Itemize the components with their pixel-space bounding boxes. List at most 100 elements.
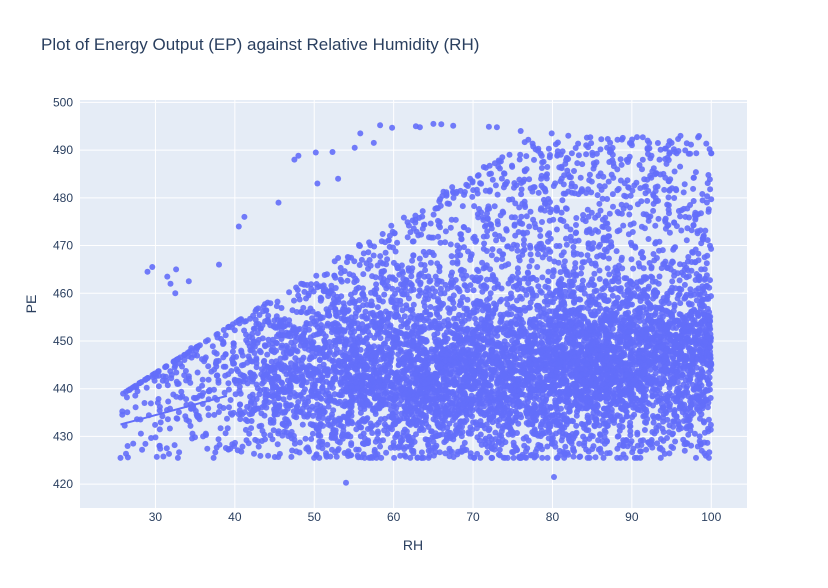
data-point	[346, 271, 353, 278]
data-point	[410, 323, 417, 330]
data-point	[358, 256, 365, 263]
data-point	[578, 270, 584, 277]
data-point	[246, 333, 253, 340]
data-point	[356, 262, 363, 268]
data-point	[596, 200, 603, 207]
data-point	[483, 276, 490, 283]
data-point	[584, 454, 591, 461]
data-point	[692, 169, 699, 176]
data-point	[447, 241, 454, 248]
data-point	[152, 421, 159, 428]
data-point	[638, 198, 645, 205]
data-point	[265, 312, 272, 319]
data-point	[205, 363, 212, 370]
data-point	[267, 300, 274, 307]
data-point	[227, 397, 234, 403]
data-point	[220, 354, 227, 361]
data-point	[386, 243, 393, 250]
data-point	[645, 236, 652, 242]
data-point	[539, 219, 545, 225]
data-point	[696, 277, 703, 284]
data-point	[698, 210, 704, 217]
data-point	[647, 366, 654, 373]
data-point	[260, 358, 267, 365]
data-point	[558, 165, 565, 172]
data-point	[346, 409, 353, 416]
data-point	[435, 233, 442, 240]
data-point	[614, 208, 621, 215]
data-point	[642, 190, 649, 197]
data-point	[640, 265, 647, 272]
data-point	[615, 185, 622, 192]
data-point	[324, 398, 331, 405]
data-point	[648, 152, 655, 159]
data-point	[293, 309, 300, 315]
data-point	[205, 376, 212, 383]
data-point	[437, 239, 444, 246]
data-point	[538, 152, 545, 159]
data-point	[546, 154, 553, 161]
data-point	[367, 242, 374, 249]
data-point	[367, 302, 374, 309]
data-point	[671, 195, 678, 201]
data-point	[296, 439, 303, 446]
data-point	[305, 292, 312, 299]
data-point	[617, 156, 624, 163]
data-point	[535, 283, 542, 290]
data-point	[445, 305, 452, 312]
data-point	[535, 251, 541, 258]
data-point	[316, 357, 323, 364]
data-point	[464, 305, 470, 312]
data-point	[644, 146, 651, 153]
data-point	[585, 282, 592, 288]
data-point	[511, 180, 518, 187]
data-point	[302, 399, 309, 406]
data-point	[687, 412, 694, 419]
data-point	[509, 162, 515, 169]
data-point	[518, 213, 525, 220]
data-point	[437, 285, 444, 292]
data-point	[534, 264, 541, 270]
data-point	[430, 452, 437, 459]
data-point	[157, 419, 164, 426]
data-point	[329, 446, 335, 453]
data-point	[448, 253, 455, 260]
data-point	[447, 224, 454, 231]
data-point	[261, 431, 268, 438]
data-point	[552, 180, 559, 187]
data-point	[617, 285, 624, 292]
data-point	[503, 226, 510, 233]
data-point	[545, 145, 552, 152]
data-point	[641, 427, 648, 433]
data-point	[679, 372, 686, 379]
data-point	[703, 260, 710, 267]
data-point	[566, 174, 573, 181]
data-point	[620, 442, 627, 449]
data-point	[525, 280, 532, 287]
data-point	[357, 409, 364, 416]
data-point	[174, 415, 181, 422]
data-point	[535, 302, 542, 309]
data-point	[365, 249, 372, 256]
data-point	[360, 451, 367, 458]
data-point	[190, 394, 197, 401]
data-point	[669, 278, 676, 285]
data-point	[410, 238, 417, 245]
data-point	[518, 191, 525, 198]
data-point	[691, 291, 697, 298]
data-point	[496, 446, 503, 453]
data-point	[701, 276, 708, 283]
data-point	[360, 250, 367, 257]
data-point	[516, 156, 523, 163]
data-point	[316, 363, 323, 370]
data-point	[586, 177, 593, 184]
data-point	[381, 291, 388, 298]
data-point	[562, 205, 569, 212]
data-point	[609, 144, 616, 151]
data-point	[686, 378, 692, 385]
data-point	[450, 305, 457, 312]
data-point	[344, 259, 350, 266]
data-point	[331, 398, 338, 405]
data-point	[518, 295, 525, 302]
data-point	[665, 300, 672, 307]
